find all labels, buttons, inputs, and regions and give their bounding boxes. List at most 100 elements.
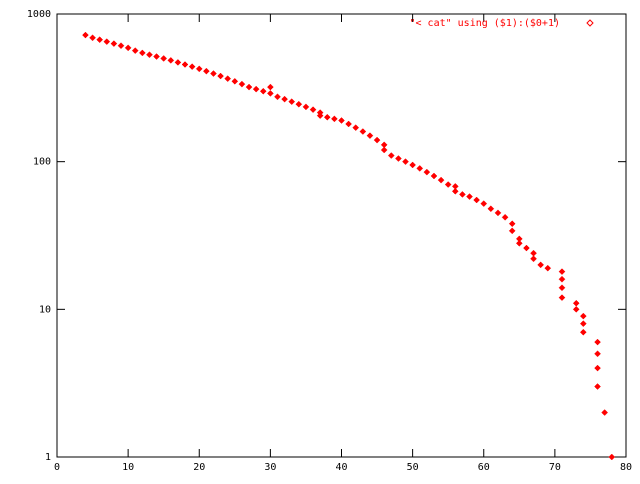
point bbox=[267, 83, 274, 91]
legend-marker bbox=[586, 19, 594, 27]
point bbox=[579, 320, 587, 327]
point bbox=[515, 239, 523, 247]
point bbox=[579, 312, 587, 320]
point bbox=[558, 275, 566, 283]
point bbox=[366, 132, 374, 140]
point bbox=[124, 44, 132, 52]
point bbox=[210, 70, 217, 77]
point bbox=[103, 38, 111, 45]
point bbox=[345, 120, 352, 128]
x-tick-label: 50 bbox=[407, 462, 419, 473]
point bbox=[160, 55, 168, 62]
x-tick-label: 70 bbox=[549, 462, 561, 473]
point bbox=[181, 61, 189, 68]
point bbox=[188, 63, 196, 71]
point bbox=[537, 261, 545, 269]
point bbox=[395, 155, 402, 162]
point bbox=[530, 249, 537, 257]
point bbox=[494, 209, 502, 217]
point bbox=[594, 338, 601, 346]
point bbox=[451, 187, 459, 195]
point bbox=[466, 193, 473, 200]
point bbox=[508, 227, 516, 235]
point bbox=[146, 51, 153, 59]
point bbox=[96, 36, 104, 44]
y-tick-label: 1000 bbox=[27, 9, 51, 20]
point bbox=[131, 47, 139, 54]
point bbox=[416, 165, 424, 172]
y-tick-label: 1 bbox=[45, 452, 51, 463]
x-tick-label: 30 bbox=[264, 462, 276, 473]
point bbox=[380, 146, 388, 154]
point bbox=[331, 115, 338, 123]
point bbox=[274, 93, 281, 101]
point bbox=[217, 72, 224, 80]
point bbox=[523, 244, 530, 252]
point bbox=[473, 196, 480, 204]
point bbox=[259, 87, 267, 95]
point bbox=[238, 80, 246, 88]
point bbox=[281, 95, 288, 103]
point bbox=[167, 57, 175, 64]
point bbox=[530, 255, 537, 263]
plot-frame bbox=[56, 13, 627, 458]
point bbox=[352, 124, 360, 131]
point bbox=[89, 34, 96, 42]
point bbox=[402, 158, 409, 166]
point bbox=[572, 305, 580, 313]
point bbox=[608, 453, 616, 461]
point bbox=[359, 128, 367, 135]
y-tick-label: 100 bbox=[33, 157, 51, 168]
point bbox=[437, 176, 445, 184]
point bbox=[558, 268, 566, 275]
point bbox=[572, 299, 580, 307]
point bbox=[138, 49, 146, 57]
point bbox=[174, 59, 182, 66]
point bbox=[387, 152, 395, 159]
point bbox=[302, 103, 310, 111]
point bbox=[295, 100, 303, 108]
point bbox=[459, 191, 466, 198]
point bbox=[594, 364, 601, 372]
x-tick-label: 60 bbox=[478, 462, 490, 473]
point bbox=[444, 181, 452, 188]
point bbox=[231, 77, 239, 85]
point bbox=[594, 350, 601, 358]
point bbox=[117, 42, 125, 50]
point bbox=[430, 172, 438, 180]
point bbox=[323, 113, 331, 121]
legend-label: "< cat" using ($1):($0+1) bbox=[409, 18, 560, 29]
point bbox=[423, 168, 431, 176]
point bbox=[203, 67, 210, 75]
point bbox=[409, 161, 416, 169]
point bbox=[558, 284, 566, 292]
point bbox=[487, 205, 495, 213]
point bbox=[267, 90, 274, 97]
y-tick-label: 10 bbox=[39, 304, 51, 315]
x-tick-label: 10 bbox=[122, 462, 134, 473]
point bbox=[373, 136, 381, 144]
point bbox=[110, 40, 118, 47]
point bbox=[480, 200, 488, 207]
point bbox=[579, 328, 587, 336]
x-tick-label: 80 bbox=[620, 462, 632, 473]
point bbox=[195, 65, 203, 73]
point bbox=[288, 98, 296, 105]
x-tick-label: 40 bbox=[335, 462, 347, 473]
point bbox=[508, 220, 516, 228]
point bbox=[153, 53, 160, 60]
point bbox=[316, 112, 324, 119]
point bbox=[338, 117, 345, 124]
point bbox=[501, 213, 509, 221]
point bbox=[558, 294, 566, 301]
x-tick-label: 20 bbox=[193, 462, 205, 473]
point bbox=[224, 75, 232, 82]
point bbox=[309, 106, 317, 114]
x-tick-label: 0 bbox=[54, 462, 60, 473]
point bbox=[82, 31, 89, 39]
point bbox=[252, 85, 260, 93]
point bbox=[601, 409, 609, 416]
point bbox=[245, 83, 253, 91]
point bbox=[544, 264, 552, 272]
